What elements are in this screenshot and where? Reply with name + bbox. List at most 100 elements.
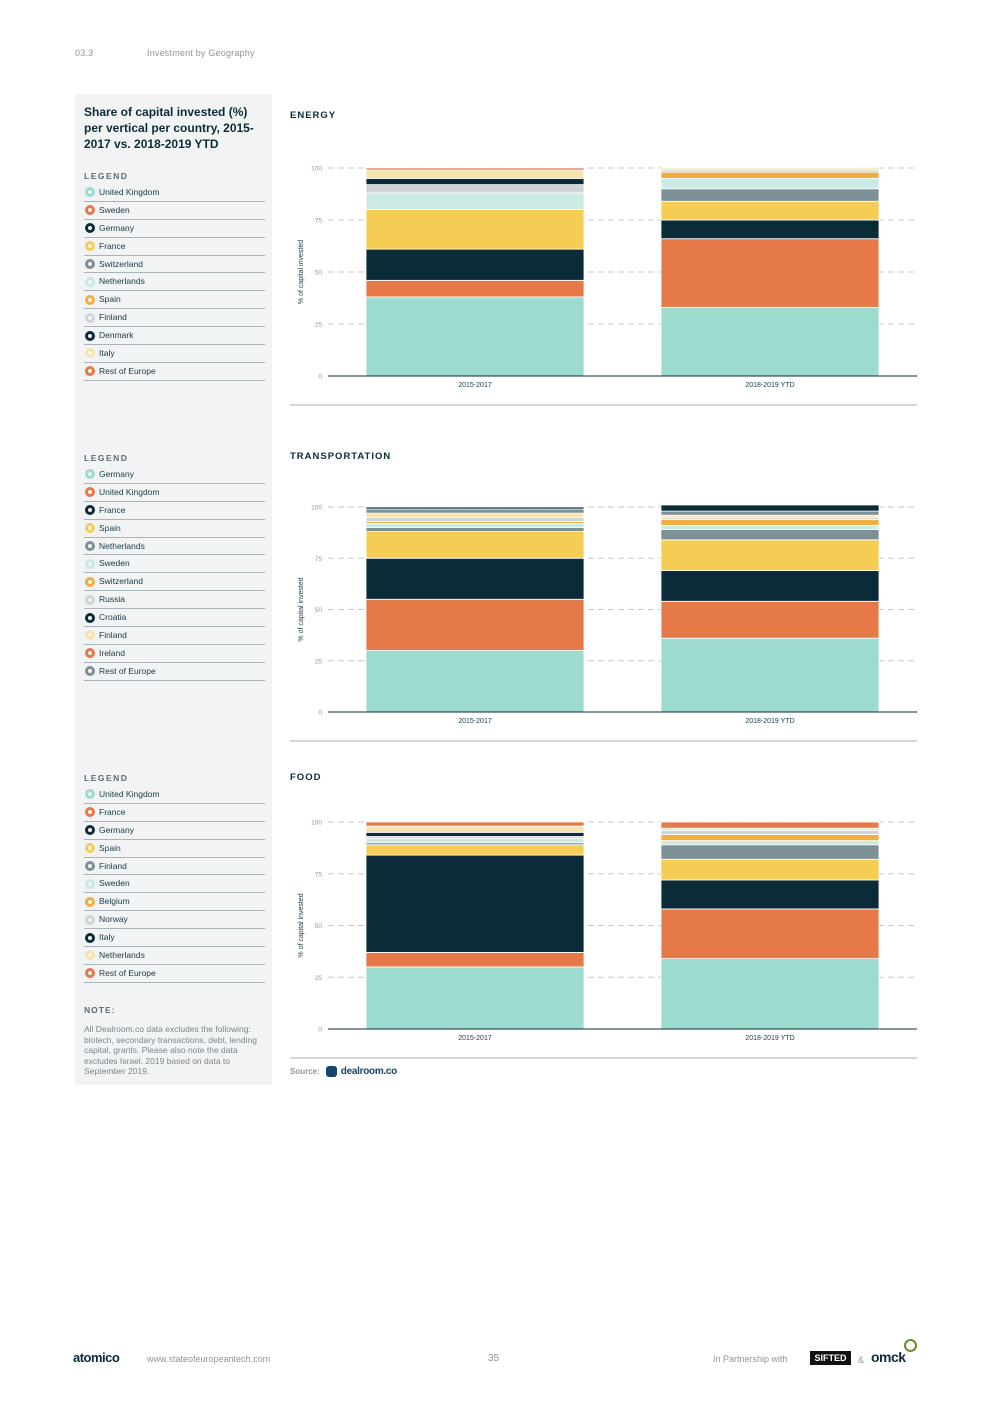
bar-segment	[660, 858, 880, 881]
dealroom-logo: dealroom.co	[325, 1066, 397, 1077]
legend-dot-icon	[85, 914, 95, 925]
legend-item: France	[84, 804, 265, 822]
y-tick-label: 25	[315, 658, 323, 665]
bar-segment	[660, 504, 880, 512]
bar-segment	[365, 184, 585, 194]
omck-logo-mark	[904, 1339, 917, 1352]
footer-ampersand: &	[858, 1355, 865, 1365]
legend-item: Sweden	[84, 875, 265, 894]
bar-segment	[660, 908, 880, 960]
legend-label: Sweden	[99, 878, 130, 889]
legend-dot-icon	[85, 950, 95, 961]
bar-segment	[660, 200, 880, 221]
legend-label: Spain	[99, 842, 121, 853]
y-tick-label: 25	[315, 322, 323, 329]
legend-label: Netherlands	[99, 540, 145, 551]
legend-dot-icon	[85, 878, 95, 889]
atomico-logo: atomico	[73, 1350, 120, 1365]
y-tick-label: 75	[315, 218, 323, 225]
legend-item: United Kingdom	[84, 184, 265, 202]
y-tick-label: 75	[315, 871, 323, 878]
y-tick-label: 25	[315, 975, 323, 982]
legend-label: Finland	[99, 312, 127, 323]
bar-segment	[365, 192, 585, 210]
x-tick-label: 2018-2019 YTD	[745, 1035, 794, 1042]
note-text: All Dealroom.co data excludes the follow…	[84, 1024, 257, 1077]
legend-dot-icon	[85, 648, 95, 659]
legend-label: Russia	[99, 594, 125, 605]
legend-label: United Kingdom	[99, 186, 160, 197]
legend-item: Finland	[84, 858, 265, 876]
legend-dot-icon	[85, 469, 95, 480]
bar-segment	[365, 844, 585, 856]
bar-segment	[365, 512, 585, 518]
y-tick-label: 100	[311, 166, 322, 173]
bar-segment	[660, 879, 880, 910]
legend-item: United Kingdom	[84, 484, 265, 502]
bar-segment	[365, 527, 585, 532]
legend-label: Germany	[99, 222, 134, 233]
bar-segment	[660, 637, 880, 713]
legend-label: Croatia	[99, 612, 127, 623]
bar-segment	[660, 525, 880, 530]
y-axis-label: % of capital invested	[298, 893, 305, 957]
legend-label: United Kingdom	[99, 788, 160, 799]
bar-segment	[365, 506, 585, 510]
bar-segment	[660, 840, 880, 846]
bar-segment	[660, 600, 880, 639]
bar-segment	[365, 209, 585, 250]
footer-url[interactable]: www.stateofeuropeantech.com	[147, 1354, 271, 1364]
legend-dot-icon	[85, 968, 95, 979]
y-tick-label: 75	[315, 556, 323, 563]
legend-item: Norway	[84, 911, 265, 930]
legend-heading-transportation: LEGEND	[84, 453, 129, 463]
bar-segment	[365, 279, 585, 298]
legend-dot-icon	[85, 807, 95, 818]
y-tick-label: 50	[315, 923, 323, 930]
legend-label: Italy	[99, 347, 115, 358]
legend-item: Croatia	[84, 609, 265, 628]
legend-label: Ireland	[99, 647, 125, 658]
bar-segment	[365, 522, 585, 528]
legend-dot-icon	[85, 843, 95, 854]
legend-item: Sweden	[84, 202, 265, 220]
y-tick-label: 100	[311, 505, 322, 512]
legend-item: Switzerland	[84, 256, 265, 274]
section-number: 03.3	[75, 48, 94, 58]
legend-label: France	[99, 504, 126, 515]
transportation-chart: 0 25 50 75 100 % of capital invested 2015-2017…	[290, 504, 917, 742]
sidebar-panel	[75, 94, 272, 1085]
legend-dot-icon	[85, 348, 95, 359]
bar-segment	[365, 557, 585, 600]
bar-segment	[365, 838, 585, 844]
x-tick-label: 2018-2019 YTD	[745, 718, 794, 725]
bar-segment	[660, 306, 880, 377]
sifted-logo: SIFTED	[810, 1351, 851, 1365]
legend-dot-icon	[85, 666, 95, 677]
bar-segment	[365, 516, 585, 522]
bar-segment	[365, 167, 585, 171]
bar-segment	[365, 650, 585, 713]
y-tick-label: 50	[315, 270, 323, 277]
legend-label: Switzerland	[99, 576, 143, 587]
legend-dot-icon	[85, 523, 95, 534]
legend-food: United Kingdom France Germany Spain Finland S…	[84, 786, 265, 983]
legend-label: Rest of Europe	[99, 365, 156, 376]
x-tick-label: 2015-2017	[458, 1035, 492, 1042]
legend-label: United Kingdom	[99, 486, 160, 497]
legend-label: Finland	[99, 629, 127, 640]
legend-dot-icon	[85, 825, 95, 836]
legend-dot-icon	[85, 312, 95, 323]
bar-segment	[660, 844, 880, 860]
legend-item: Ireland	[84, 645, 265, 663]
legend-heading-food: LEGEND	[84, 773, 129, 783]
bar-segment	[365, 508, 585, 514]
legend-item: Italy	[84, 929, 265, 948]
legend-label: Italy	[99, 932, 115, 943]
legend-label: Spain	[99, 294, 121, 305]
legend-energy: United Kingdom Sweden Germany France Switzer…	[84, 184, 265, 381]
legend-label: Germany	[99, 824, 134, 835]
legend-dot-icon	[85, 612, 95, 623]
legend-dot-icon	[85, 789, 95, 800]
bar-segment	[365, 169, 585, 179]
